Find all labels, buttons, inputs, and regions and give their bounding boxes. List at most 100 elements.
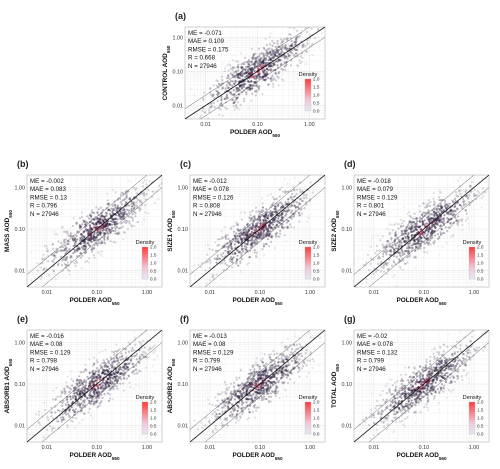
density-point [105,365,109,368]
density-point [119,366,122,369]
density-point [236,384,239,387]
density-point [280,50,284,53]
density-point [460,205,463,208]
density-point [236,65,240,68]
density-point [270,203,273,207]
density-point [99,218,102,221]
density-point [393,261,396,264]
density-point [255,235,258,239]
density-point [251,66,254,70]
density-point [257,61,260,64]
density-point [90,209,94,212]
legend-tick-label: 2.0 [150,400,157,405]
density-point [248,383,251,386]
density-point [69,388,73,391]
density-point [225,268,228,271]
x-tick-label: 0.01 [205,445,216,451]
density-point [257,374,260,377]
density-point [237,395,240,398]
density-point [426,233,429,236]
density-point [99,221,102,224]
density-point [456,220,460,223]
density-point [211,93,214,96]
y-tick-label: 1.00 [15,340,26,346]
density-point [255,81,258,85]
density-point [231,261,234,264]
density-point [140,344,143,347]
density-point [435,376,438,379]
density-point [103,393,106,396]
density-point [425,237,428,240]
density-point [112,372,115,375]
density-point [255,390,258,394]
density-point [91,228,94,231]
density-point [401,237,404,240]
density-point [110,226,113,229]
density-point [413,388,416,391]
density-point [263,79,266,82]
density-point [87,411,90,414]
density-point [117,214,121,217]
density-point [124,219,127,222]
density-point [235,97,238,100]
density-point [83,245,86,248]
density-point [105,385,108,388]
density-point [81,418,84,421]
density-point [136,198,139,201]
density-point [234,393,237,396]
density-point [274,72,277,75]
stat-line: RMSE = 0.175 [188,46,229,53]
density-point [298,211,301,215]
density-point [434,226,437,229]
density-point [289,371,292,375]
density-point [410,236,413,239]
density-point [219,262,222,265]
density-point [443,217,446,220]
density-point [246,222,249,225]
density-point [262,395,266,398]
density-point [114,229,117,232]
density-point [227,74,230,77]
density-point [148,347,152,350]
density-point [87,230,90,233]
density-point [282,373,285,376]
density-point [103,226,106,229]
density-point [263,226,266,230]
density-point [305,194,308,197]
density-point [222,268,225,271]
density-point [225,97,228,100]
density-point [130,207,133,211]
density-point [130,210,133,213]
density-point [101,381,104,384]
density-point [277,50,280,54]
density-point [105,228,108,231]
density-point [263,57,266,60]
density-point [229,250,232,253]
density-point [438,236,441,240]
density-point [241,232,244,235]
density-point [439,219,442,222]
density-point [451,210,454,213]
density-point [231,66,234,69]
density-point [269,356,272,359]
density-point [246,226,249,229]
density-point [264,220,267,223]
density-point [64,238,67,241]
density-point [250,66,253,69]
density-point [101,219,104,222]
density-point [215,89,218,92]
density-point [233,243,236,246]
density-point [266,194,269,197]
density-point [107,209,110,212]
density-point [116,204,120,207]
density-point [284,190,287,193]
density-point [436,221,439,225]
density-point [260,197,264,200]
density-point [400,248,403,252]
density-point [50,253,53,256]
density-point [73,389,76,392]
density-point [151,346,154,349]
density-point [237,60,240,63]
density-point [281,78,284,81]
density-point [61,259,64,262]
